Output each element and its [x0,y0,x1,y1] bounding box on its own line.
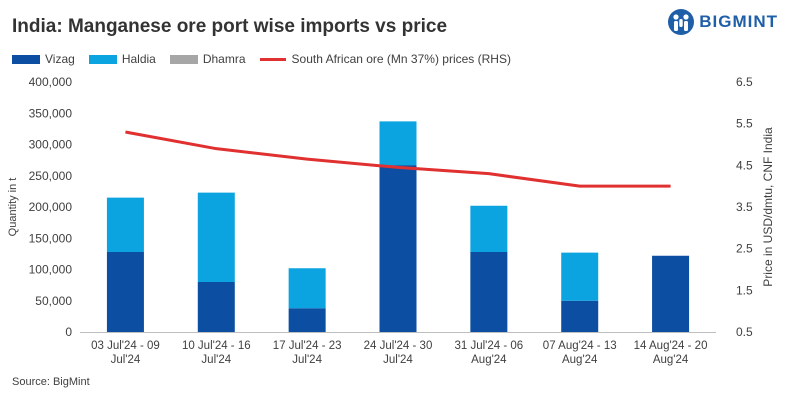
bar-vizag [652,255,690,332]
y2-tick-label: 5.5 [736,117,753,131]
x-tick-label: Jul'24 [292,354,322,366]
y2-tick-label: 3.5 [736,200,753,214]
bar-vizag [197,282,235,332]
y-tick-label: 0 [65,325,72,339]
brand-logo: BIGMINT [667,8,778,36]
legend-item-price[interactable]: South African ore (Mn 37%) prices (RHS) [259,52,511,66]
y2-tick-label: 6.5 [736,75,753,89]
legend-item-dhamra[interactable]: Dhamra [169,52,246,66]
x-tick-label: 03 Jul'24 - 09 [91,340,160,352]
y-tick-label: 150,000 [29,231,73,245]
y-tick-label: 250,000 [29,169,73,183]
y2-axis-title: Price in USD/dmtu, CNF India [761,127,775,287]
bar-vizag [561,300,599,332]
legend-label-haldia: Haldia [121,52,156,66]
legend-swatch-haldia [88,54,117,64]
x-tick-label: Aug'24 [562,354,598,366]
y-tick-label: 200,000 [29,200,73,214]
bar-vizag [470,252,508,332]
chart-title: India: Manganese ore port wise imports v… [12,16,448,37]
legend-item-vizag[interactable]: Vizag [12,52,75,66]
x-tick-label: Aug'24 [471,354,507,366]
y-tick-label: 300,000 [29,138,73,152]
x-tick-label: 14 Aug'24 - 20 [634,340,708,352]
bar-vizag [288,308,326,332]
bar-vizag [106,252,144,332]
bar-haldia [379,121,417,166]
bar-haldia [197,192,235,282]
legend-label-vizag: Vizag [45,52,75,66]
y-tick-label: 100,000 [29,263,73,277]
brand-name: BIGMINT [699,12,778,31]
y-tick-label: 400,000 [29,75,73,89]
chart-legend: Vizag Haldia Dhamra South African ore (M… [12,52,525,66]
y2-tick-label: 1.5 [736,283,753,297]
x-tick-label: 24 Jul'24 - 30 [364,340,433,352]
y2-tick-label: 2.5 [736,242,753,256]
bar-haldia [470,205,508,252]
legend-swatch-vizag [12,54,40,64]
legend-item-haldia[interactable]: Haldia [88,52,156,66]
x-tick-label: 07 Aug'24 - 13 [543,340,617,352]
bar-vizag [379,165,417,332]
x-tick-label: Jul'24 [111,354,141,366]
bigmint-logo-icon [668,9,695,35]
y2-tick-label: 0.5 [736,325,753,339]
legend-swatch-dhamra [169,54,198,64]
legend-label-price: South African ore (Mn 37%) prices (RHS) [291,52,511,66]
y-tick-label: 50,000 [35,294,72,308]
bar-haldia [106,197,144,252]
x-tick-label: Jul'24 [201,354,231,366]
bar-haldia [288,268,326,309]
y-axis-title: Quantity in t [7,178,19,237]
x-tick-label: Aug'24 [653,354,689,366]
x-tick-label: 17 Jul'24 - 23 [273,340,342,352]
legend-label-dhamra: Dhamra [202,52,246,66]
y-tick-label: 350,000 [29,106,73,120]
x-tick-label: 31 Jul'24 - 06 [455,340,524,352]
legend-swatch-price [259,57,286,61]
x-tick-label: 10 Jul'24 - 16 [182,340,251,352]
price-line [125,130,671,188]
bar-haldia [561,252,599,301]
x-tick-label: Jul'24 [383,354,413,366]
source-note: Source: BigMint [12,376,90,388]
y2-tick-label: 4.5 [736,158,753,172]
